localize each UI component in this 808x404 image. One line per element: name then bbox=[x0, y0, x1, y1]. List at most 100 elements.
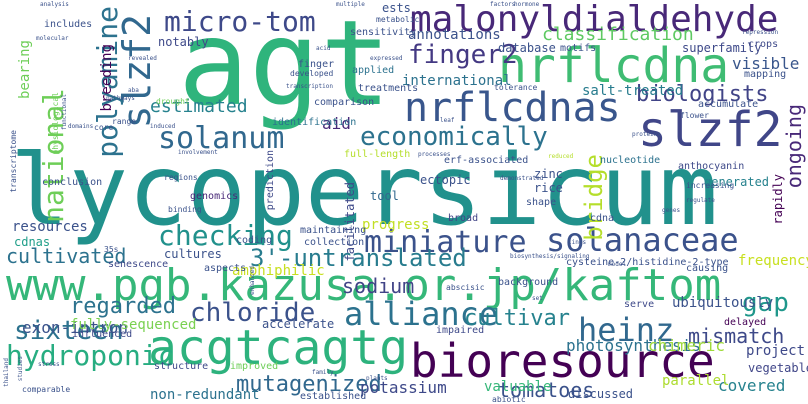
word: reduced bbox=[548, 153, 574, 160]
word: abscisic bbox=[446, 283, 485, 292]
word: rapidly bbox=[771, 174, 785, 225]
word: structure bbox=[154, 361, 209, 372]
word: metabolic bbox=[376, 15, 420, 24]
word: hormone bbox=[514, 1, 540, 8]
word: established bbox=[300, 391, 367, 402]
word: potassium bbox=[360, 378, 447, 397]
word: induced bbox=[150, 123, 176, 130]
word: sixteen bbox=[14, 316, 124, 346]
word: conclusion bbox=[42, 177, 103, 188]
word: finger bbox=[298, 59, 335, 70]
word: ectopic bbox=[420, 173, 471, 187]
word: database bbox=[498, 41, 556, 55]
word: finger2 bbox=[408, 40, 518, 70]
word: core bbox=[94, 123, 114, 132]
word: repression bbox=[742, 29, 779, 36]
word: background bbox=[498, 277, 559, 288]
word: generated bbox=[704, 175, 770, 189]
word: factors bbox=[490, 1, 516, 8]
word: domains bbox=[68, 123, 94, 130]
word: solanaceae bbox=[546, 221, 739, 259]
word: chimeric bbox=[648, 336, 726, 355]
word: cdnas bbox=[14, 235, 51, 249]
word: model bbox=[608, 261, 627, 268]
word: notably bbox=[158, 35, 209, 49]
word: mapping bbox=[744, 69, 787, 80]
word: identification bbox=[272, 117, 357, 128]
word: comparison bbox=[314, 97, 375, 108]
word: lycopersicum bbox=[10, 134, 719, 248]
word: visible bbox=[732, 54, 800, 73]
word: applied bbox=[352, 65, 395, 76]
word: thailand bbox=[3, 358, 10, 387]
word: flower bbox=[680, 111, 709, 120]
word: ests bbox=[382, 1, 411, 15]
word: delayed bbox=[724, 317, 767, 328]
word: leaf bbox=[440, 117, 455, 124]
word: revealed bbox=[128, 55, 157, 62]
word: coding bbox=[236, 235, 273, 246]
word: gap bbox=[742, 288, 789, 318]
word: photosynthesis bbox=[566, 336, 701, 355]
word: treatments bbox=[358, 83, 419, 94]
word: shape bbox=[526, 197, 557, 208]
word: developed bbox=[290, 69, 334, 78]
word: accelerate bbox=[262, 317, 335, 331]
word: 35s bbox=[104, 245, 119, 254]
word: fully-sequenced bbox=[70, 317, 197, 333]
word: includes bbox=[44, 19, 93, 30]
word: exon-intron bbox=[22, 318, 128, 337]
word: tolerance bbox=[494, 83, 538, 92]
word: involvement bbox=[178, 149, 218, 156]
word: prediction bbox=[265, 150, 276, 211]
word: genomics bbox=[190, 191, 239, 202]
word: tool bbox=[370, 189, 399, 203]
word: drought bbox=[156, 97, 190, 106]
word: plants bbox=[366, 375, 388, 382]
word: bridge bbox=[580, 154, 608, 241]
word: covered bbox=[718, 376, 786, 395]
word: biosynthesis/signaling bbox=[510, 253, 590, 260]
word: ubiquitously bbox=[672, 295, 774, 311]
word: processes bbox=[418, 151, 451, 158]
word: rice bbox=[534, 181, 563, 195]
word: set bbox=[532, 295, 543, 302]
word: range bbox=[112, 117, 137, 126]
word: regarded bbox=[70, 294, 176, 319]
word: solanum bbox=[158, 121, 285, 156]
word: senescence bbox=[108, 259, 169, 270]
word: pathways bbox=[106, 95, 135, 102]
word: erf-associated bbox=[444, 155, 529, 166]
word: enhanced bbox=[249, 266, 256, 295]
word: nrflcdnas bbox=[404, 85, 621, 131]
word: malonyldialdehyde bbox=[410, 0, 779, 40]
word: motifs bbox=[560, 43, 597, 54]
word: non-redundant bbox=[150, 387, 260, 403]
word: crops bbox=[748, 39, 779, 50]
word: economically bbox=[360, 122, 548, 152]
word: demonstrated bbox=[500, 175, 544, 182]
word: nrflcdna bbox=[498, 38, 730, 94]
word: influenced bbox=[72, 329, 133, 340]
word: valuable bbox=[484, 379, 552, 395]
word: sensitivity bbox=[350, 27, 417, 38]
word: ongoing bbox=[782, 104, 806, 189]
word: analysis bbox=[40, 1, 69, 8]
word: international bbox=[402, 73, 512, 89]
word: accumulate bbox=[698, 99, 759, 110]
word: maintaining bbox=[300, 225, 367, 236]
word: superfamily bbox=[682, 41, 762, 55]
word: mutagenized bbox=[236, 372, 382, 397]
word: salt-treated bbox=[582, 83, 684, 99]
word: nucleotide bbox=[600, 155, 661, 166]
word: improved bbox=[230, 361, 279, 372]
word: molecular bbox=[36, 35, 69, 42]
word: cultures bbox=[164, 247, 222, 261]
word: aid bbox=[322, 114, 351, 133]
word: impaired bbox=[436, 325, 485, 336]
word: annotations bbox=[408, 27, 501, 43]
word: aba bbox=[128, 87, 139, 94]
word: parallel bbox=[662, 373, 730, 389]
word: causing bbox=[686, 263, 729, 274]
